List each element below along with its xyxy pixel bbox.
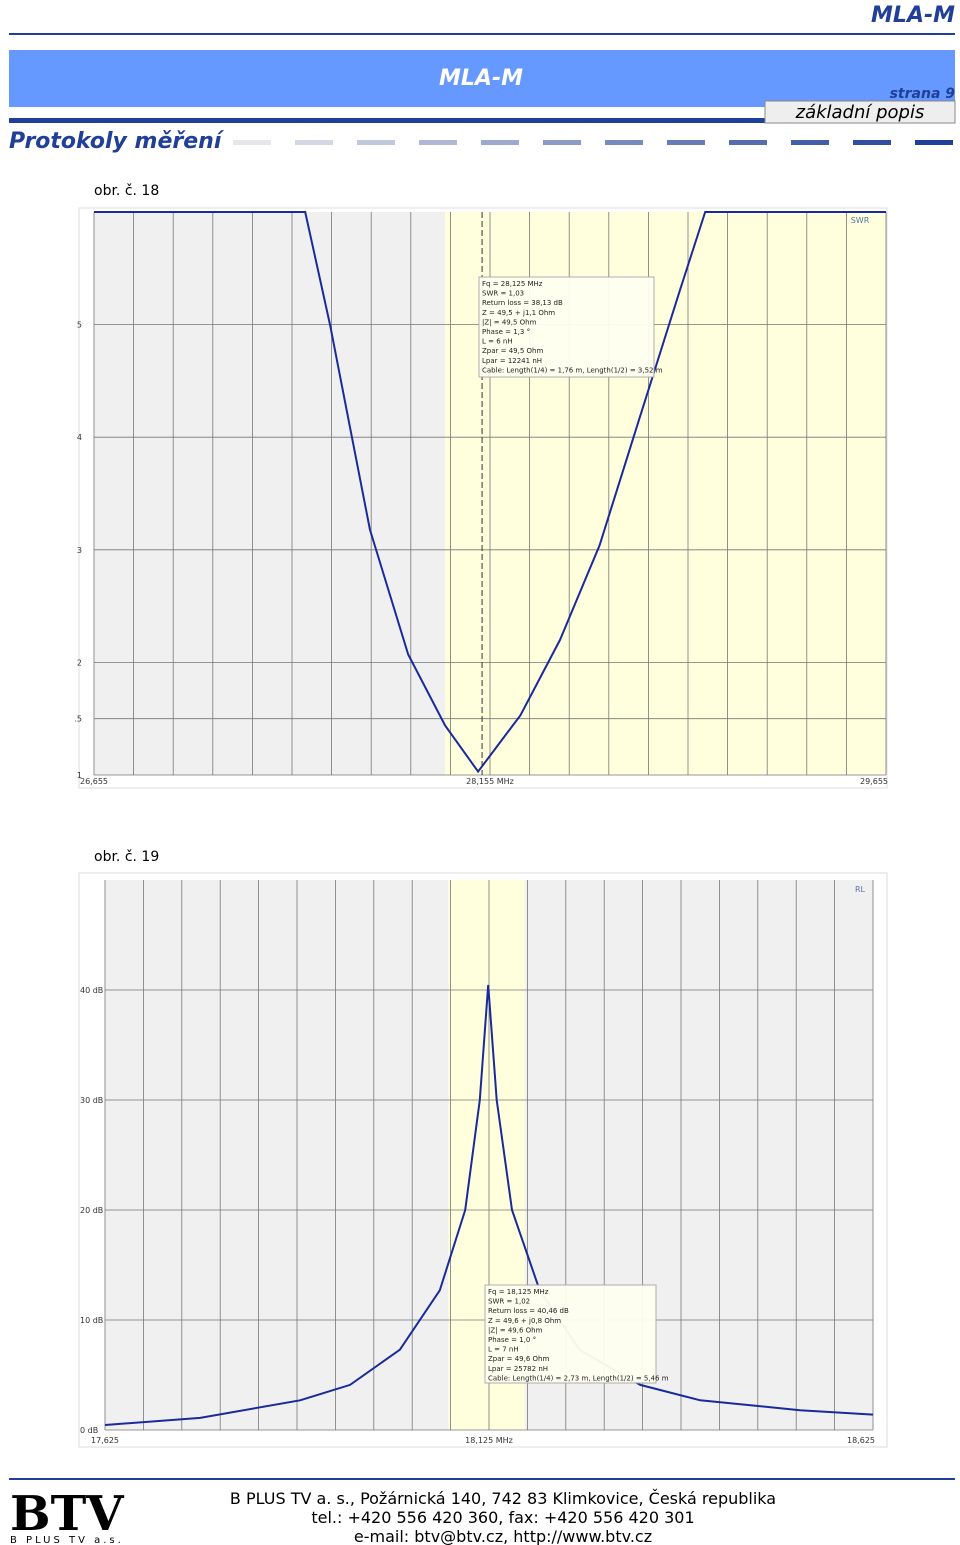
annotation-line: Z = 49,5 + j1,1 Ohm [482,309,555,317]
dash [357,140,395,145]
annotation-line: Return loss = 38,13 dB [482,299,563,307]
dash [853,140,891,145]
y-tick-label: 30 dB [80,1096,103,1105]
annotation-line: Fq = 28,125 MHz [482,280,543,288]
annotation-line: Cable: Length(1/4) = 2,73 m, Length(1/2)… [488,1374,669,1382]
annotation-line: Lpar = 25782 nH [488,1365,548,1373]
footer-rule [9,1478,955,1480]
y-tick-label: 1 [77,771,82,780]
x-tick-label: 18,625 [847,1436,875,1445]
legend-label: RL [855,885,866,894]
logo-sub: B PLUS TV a.s. [10,1535,124,1545]
dash [915,140,953,145]
dash [233,140,271,145]
dash-row [233,140,953,145]
dash [295,140,333,145]
y-tick-label: 0 dB [80,1426,98,1435]
annotation-line: Fq = 18,125 MHz [488,1288,549,1296]
annotation-line: Lpar = 12241 nH [482,357,542,365]
dash [729,140,767,145]
footer-line: tel.: +420 556 420 360, fax: +420 556 42… [311,1508,694,1527]
annotation-line: Return loss = 40,46 dB [488,1307,569,1315]
dash [605,140,643,145]
caption: obr. č. 18 [94,183,159,199]
banner [9,50,955,107]
annotation-line: Cable: Length(1/4) = 1,76 m, Length(1/2)… [482,366,663,374]
y-tick-label: 10 dB [80,1316,103,1325]
y-tick-label: 40 dB [80,986,103,995]
legend-label: SWR [851,216,870,225]
annotation-line: |Z| = 49,6 Ohm [488,1326,543,1334]
dash [667,140,705,145]
data-line [104,984,874,1426]
x-tick-label: 28,155 MHz [466,777,514,786]
y-tick-label: 4 [77,433,82,442]
y-tick-label: 5 [77,321,82,330]
footer-line: e-mail: btv@btv.cz, http://www.btv.cz [354,1527,652,1545]
bar [9,118,765,123]
annotation-line: Z = 49,6 + j0,8 Ohm [488,1317,561,1325]
y-tick-label: .5 [74,715,82,724]
page-number: strana 9 [890,86,956,102]
annotation-line: SWR = 1,02 [488,1298,530,1306]
x-tick-label: 17,625 [91,1436,119,1445]
rule [9,33,955,35]
y-tick-label: 2 [77,658,82,667]
annotation-line: SWR = 1,03 [482,290,524,298]
annotation-line: Phase = 1,3 ° [482,328,530,336]
caption: obr. č. 19 [94,849,159,865]
data-line [94,211,886,774]
x-tick-label: 29,655 [860,777,888,786]
heading: Protokoly měření [9,129,225,154]
dash [419,140,457,145]
x-tick-label: 26,655 [80,777,108,786]
section: základní popis [795,102,925,123]
footer-line: B PLUS TV a. s., Požárnická 140, 742 83 … [230,1489,776,1508]
dash [791,140,829,145]
annotation-box [478,276,655,378]
banner-title: MLA-M [439,66,523,91]
annotation-box [484,1284,657,1384]
annotation-line: Zpar = 49,6 Ohm [488,1355,549,1363]
section-box [764,100,956,124]
annotation-line: Phase = 1,0 ° [488,1336,536,1344]
annotation-line: L = 7 nH [488,1346,519,1354]
x-tick-label: 18,125 MHz [465,1436,513,1445]
y-tick-label: 3 [77,546,82,555]
y-tick-label: 20 dB [80,1206,103,1215]
logo: BTV [10,1486,124,1542]
annotation-line: L = 6 nH [482,338,513,346]
brand: MLA-M [871,3,955,28]
dash [543,140,581,145]
annotation-line: Zpar = 49,5 Ohm [482,347,543,355]
dash [481,140,519,145]
annotation-line: |Z| = 49,5 Ohm [482,318,537,326]
